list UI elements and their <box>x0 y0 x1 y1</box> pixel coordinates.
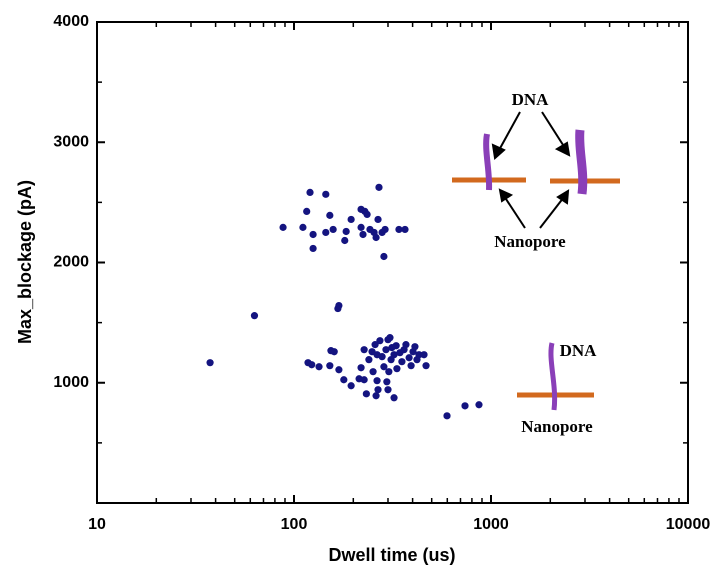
point <box>309 244 317 253</box>
dna-strand <box>483 133 493 191</box>
point <box>386 334 394 342</box>
point <box>309 230 317 239</box>
x-tick-label: 10000 <box>666 516 711 533</box>
point <box>306 188 314 196</box>
point <box>374 386 382 394</box>
point <box>415 351 423 359</box>
point <box>250 312 259 320</box>
annotation: Nanopore <box>521 417 593 436</box>
point <box>299 223 307 231</box>
x-tick-label: 10 <box>88 516 106 533</box>
annotation: DNA <box>512 90 550 109</box>
point <box>378 353 386 361</box>
point <box>360 346 368 354</box>
point <box>357 364 365 372</box>
point <box>398 358 406 366</box>
point <box>405 354 413 362</box>
point <box>322 190 330 198</box>
point <box>392 342 400 350</box>
point <box>365 356 373 364</box>
point <box>395 225 403 234</box>
arrows <box>491 111 571 229</box>
point <box>369 368 377 376</box>
point <box>382 346 390 354</box>
point <box>373 377 381 385</box>
y-tick-label: 1000 <box>53 374 89 391</box>
point <box>326 211 334 219</box>
point <box>303 207 311 215</box>
point <box>402 341 410 349</box>
point <box>329 225 337 234</box>
x-axis-title: Dwell time (us) <box>328 545 455 565</box>
point <box>422 362 430 370</box>
point <box>411 343 419 351</box>
point <box>401 225 409 234</box>
point <box>279 223 287 231</box>
point <box>374 215 382 224</box>
point <box>342 227 350 236</box>
point <box>334 304 342 313</box>
point <box>308 361 316 369</box>
point <box>383 378 391 386</box>
point <box>357 223 365 231</box>
inset-drawings <box>452 111 620 411</box>
point <box>347 215 355 224</box>
annotation: Nanopore <box>494 232 566 251</box>
point <box>376 337 384 345</box>
point <box>372 392 380 400</box>
point <box>315 363 323 371</box>
y-tick-label: 2000 <box>53 254 89 271</box>
dna-strand <box>548 342 558 411</box>
plot-frame <box>96 21 689 504</box>
point <box>390 394 398 402</box>
point <box>372 233 380 242</box>
y-tick-label: 4000 <box>53 13 89 30</box>
point <box>347 382 355 390</box>
point <box>475 401 483 409</box>
point <box>363 210 371 218</box>
point <box>420 351 428 359</box>
point <box>393 365 401 373</box>
point <box>407 362 415 370</box>
point <box>378 228 386 237</box>
point <box>360 376 368 384</box>
point <box>326 362 334 370</box>
point <box>322 228 330 237</box>
point <box>461 402 469 410</box>
annotation: DNA <box>560 341 598 360</box>
point <box>390 351 398 359</box>
y-axis-title: Max_blockage (pA) <box>15 180 35 344</box>
point <box>206 359 214 367</box>
point <box>362 390 370 398</box>
point <box>380 252 388 261</box>
point <box>340 376 348 384</box>
dna-strand <box>575 129 588 195</box>
x-tick-label: 100 <box>281 516 308 533</box>
point <box>335 366 343 374</box>
point <box>341 236 349 245</box>
point <box>359 230 367 239</box>
point <box>330 348 338 356</box>
point <box>385 368 393 376</box>
point <box>443 412 451 420</box>
point <box>375 183 383 191</box>
x-tick-label: 1000 <box>473 516 509 533</box>
y-tick-label: 3000 <box>53 133 89 150</box>
point <box>380 363 388 371</box>
point <box>371 341 379 349</box>
point <box>384 386 392 394</box>
